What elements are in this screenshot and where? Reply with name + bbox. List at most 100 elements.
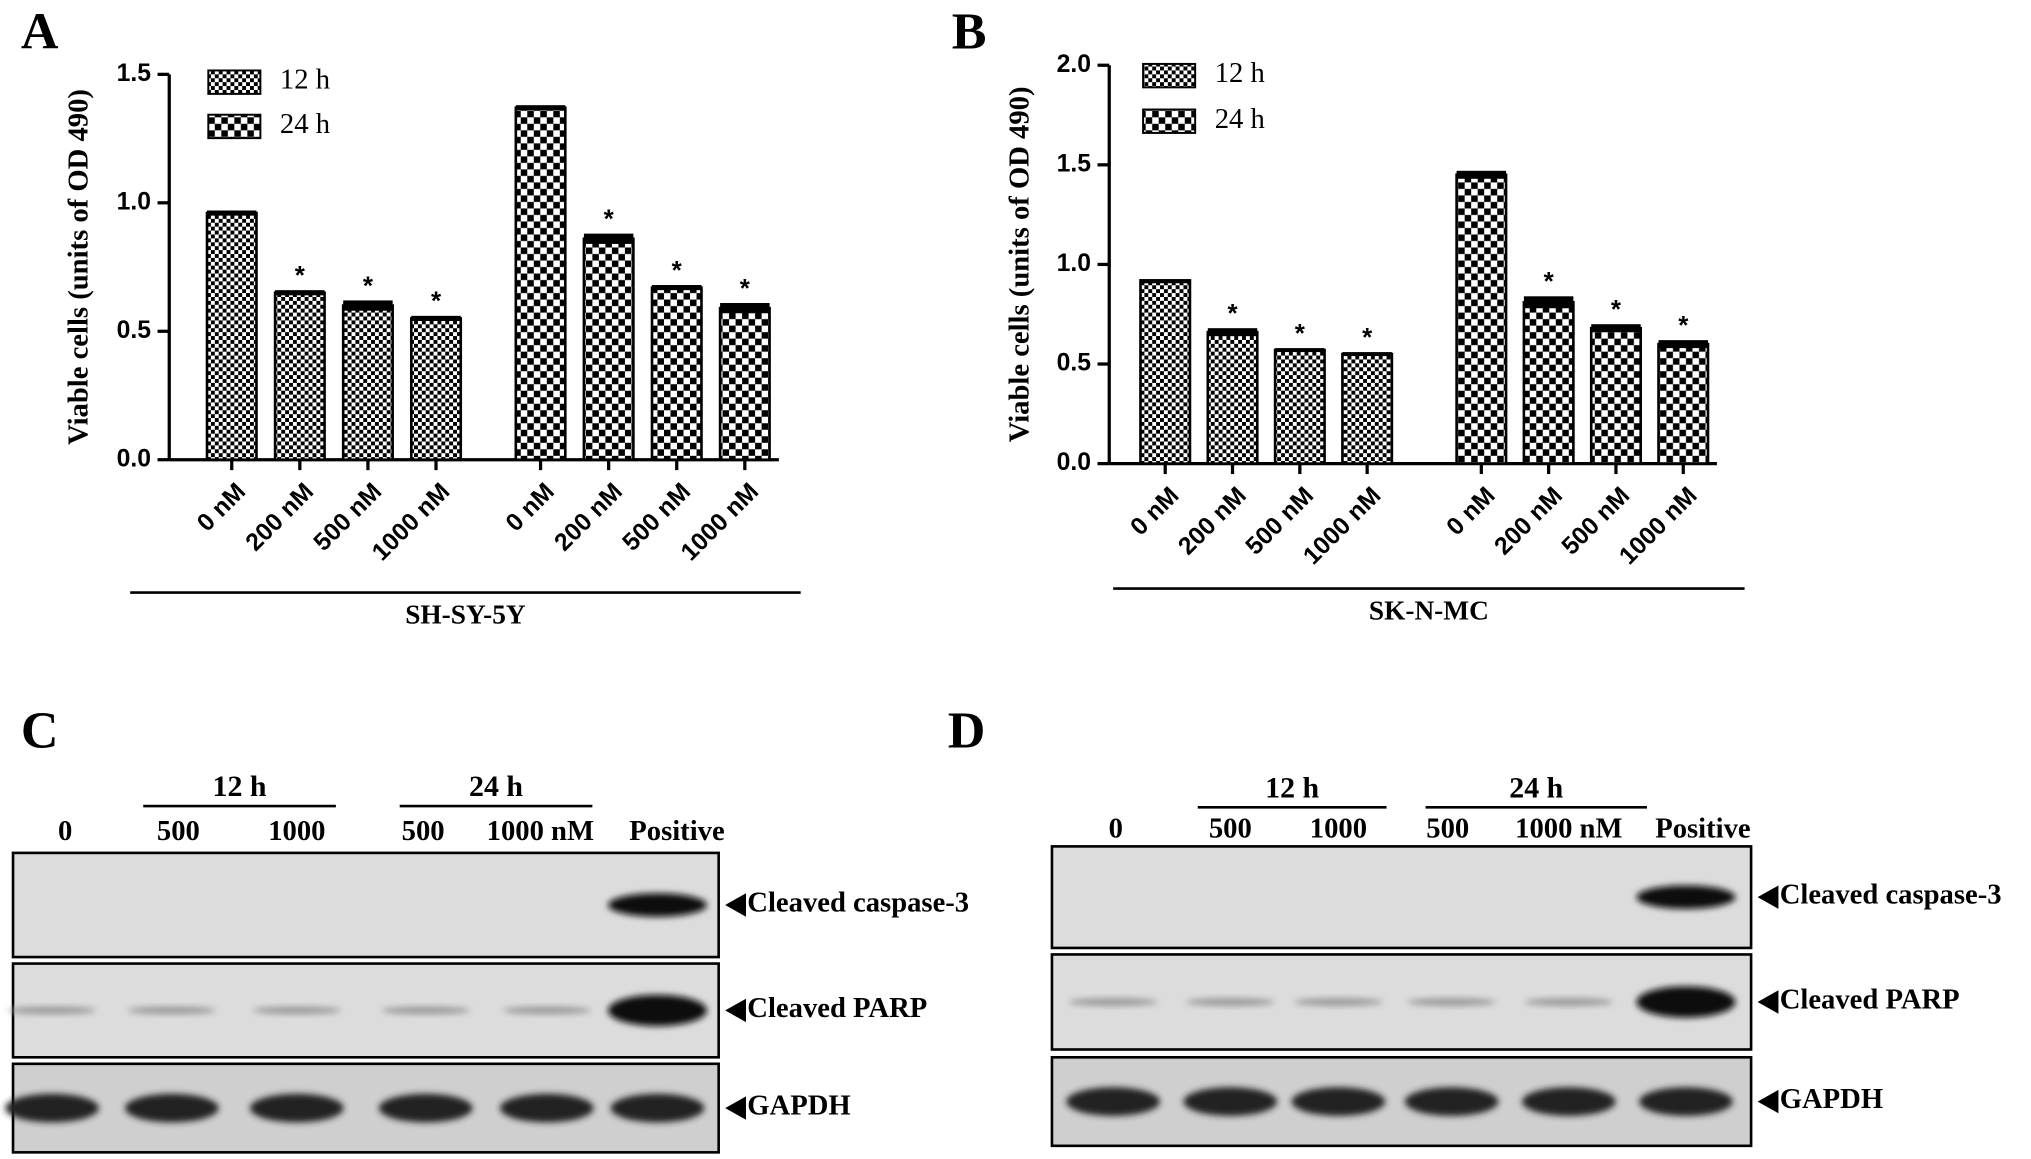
bar (718, 306, 771, 462)
blot-membrane (1050, 1056, 1753, 1148)
legend-label: 24 h (1215, 103, 1265, 135)
legend-label: 12 h (1215, 57, 1265, 89)
lane-label: 500 (402, 815, 445, 847)
legend-swatch (207, 69, 262, 95)
significance-label: * (604, 203, 615, 233)
blot-band (1183, 1087, 1278, 1116)
blot-band (610, 1093, 705, 1123)
panel-letter: B (952, 4, 987, 61)
error-bar (652, 285, 702, 291)
error-bar (1523, 296, 1574, 309)
significance-label: * (1227, 298, 1238, 328)
lane-label: 1000 (1310, 812, 1367, 844)
bar (409, 317, 463, 462)
lane-label: 500 (1426, 812, 1469, 844)
y-tick-label: 1.0 (1057, 250, 1091, 277)
bar (1139, 279, 1192, 465)
time-label: 12 h (213, 770, 267, 803)
blot-band (607, 994, 707, 1027)
group-label: SH-SY-5Y (405, 600, 526, 630)
x-tick-label: 0 nM (192, 478, 251, 537)
blot-band (1404, 1087, 1499, 1116)
bar (650, 286, 703, 462)
blot-band-faint (1524, 998, 1614, 1006)
bar (1522, 300, 1575, 465)
bar (582, 237, 635, 462)
lane-label: Positive (1655, 812, 1750, 844)
western-blot: C 12 h 24 h 0 500 1000 500 1000 nM Positive Cleav… (5, 703, 969, 1154)
legend-label: 12 h (280, 64, 330, 96)
y-tick-label: 1.5 (1057, 150, 1092, 177)
blot-band-faint (7, 1006, 97, 1015)
protein-label: Cleaved PARP (747, 992, 927, 1024)
blot-band (1066, 1087, 1161, 1116)
x-tick-label: 200 nM (1173, 482, 1251, 560)
bar (273, 291, 326, 462)
time-label: 12 h (1265, 771, 1319, 804)
error-bar (1342, 352, 1392, 357)
blot-band-faint (1186, 998, 1275, 1006)
blot-band-faint (381, 1006, 470, 1015)
x-tick-label: 0 nM (1442, 482, 1501, 541)
bar (1455, 173, 1508, 465)
blot-band (378, 1093, 473, 1123)
y-axis-label: Viable cells (units of OD 490) (1004, 86, 1036, 442)
error-bar (1275, 348, 1325, 353)
protein-label: GAPDH (1780, 1083, 1883, 1115)
lane-label: 500 (1209, 812, 1252, 844)
arrowhead (1757, 990, 1779, 1014)
x-tick-label: 0 nM (501, 478, 560, 537)
blot-band (249, 1093, 344, 1123)
error-bar (1456, 170, 1507, 179)
significance-label: * (740, 273, 751, 303)
protein-label: Cleaved caspase-3 (1780, 879, 2002, 911)
blot-band (1636, 885, 1736, 909)
y-tick-label: 0.0 (117, 445, 151, 472)
arrowhead (725, 893, 747, 917)
error-bar (207, 210, 257, 216)
lane-label: 1000 nM (487, 815, 594, 847)
bar (1657, 342, 1710, 465)
x-tick-label: 200 nM (550, 478, 628, 556)
bar (1589, 326, 1642, 465)
legend-label: 24 h (280, 108, 330, 140)
legend-swatch (207, 113, 262, 140)
error-bar (515, 105, 566, 111)
blot-band-faint (1294, 998, 1383, 1006)
blot-band-faint (502, 1006, 592, 1015)
x-tick-label: 200 nM (241, 478, 319, 556)
y-axis-label: Viable cells (units of OD 490) (62, 89, 94, 445)
bar-chart: B 0.0 0.5 1.0 1.5 2.0 Viable cells (units of O… (952, 4, 1745, 626)
blot-membrane (11, 851, 720, 959)
blot-band (499, 1093, 594, 1123)
y-tick-label: 0.5 (1057, 350, 1092, 377)
blot-band-faint (252, 1006, 342, 1015)
blot-band (124, 1093, 219, 1123)
blot-membrane (1050, 953, 1753, 1051)
lane-label: 1000 nM (1515, 812, 1622, 844)
blot-band-faint (1068, 998, 1158, 1006)
legend-swatch (1142, 62, 1197, 89)
lane-label: 500 (157, 815, 200, 847)
panel-letter: C (21, 703, 59, 760)
group-label: SK-N-MC (1369, 596, 1489, 626)
error-bar (1591, 324, 1641, 333)
error-bar (1140, 279, 1190, 284)
significance-label: * (431, 286, 442, 316)
protein-label: Cleaved caspase-3 (747, 887, 969, 919)
bar (514, 106, 567, 462)
lane-label: 1000 (268, 815, 325, 847)
protein-label: Cleaved PARP (1780, 984, 1960, 1016)
panel-letter: A (21, 4, 59, 61)
significance-label: * (672, 255, 683, 285)
blot-band-faint (1407, 998, 1496, 1006)
bar-chart: A 0.0 0.5 1.0 1.5 Viable cells (units of OD 4… (21, 4, 801, 630)
significance-label: * (1611, 294, 1622, 324)
western-blot: D 12 h 24 h 0 500 1000 500 1000 nM Positive Cleav… (948, 703, 2002, 1148)
bar (1273, 348, 1326, 465)
error-bar (343, 300, 393, 311)
arrowhead (1757, 885, 1779, 909)
bar (205, 211, 258, 462)
